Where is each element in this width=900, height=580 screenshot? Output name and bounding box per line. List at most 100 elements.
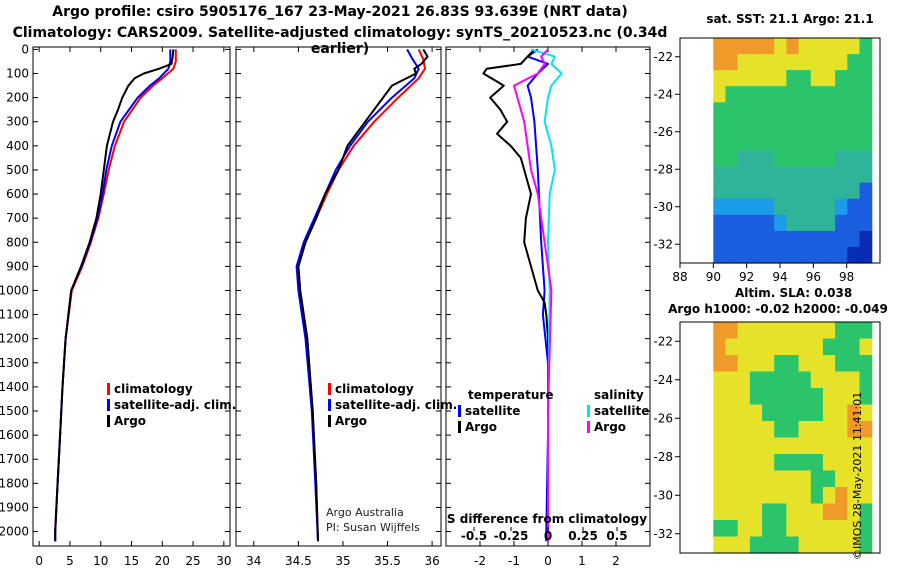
sla-map-cell: [810, 371, 824, 389]
sst-map-cell: [749, 86, 763, 103]
x-tick-label: 34: [246, 554, 261, 568]
sla-map-lat-label: -24: [653, 373, 673, 387]
sst-map-cell: [774, 182, 787, 200]
sla-map-cell: [859, 437, 873, 455]
sla-map-cell: [737, 421, 751, 439]
sst-map-cell: [798, 182, 812, 200]
sla-map-cell: [835, 338, 848, 356]
series-line-argo: [297, 48, 429, 542]
sst-map-cell: [822, 102, 836, 119]
sla-map-cell: [737, 322, 751, 340]
sla-map-cell: [725, 388, 739, 406]
sst-map-cell: [810, 198, 824, 216]
sla-map-cell: [713, 371, 727, 389]
sla-map-cell: [786, 404, 800, 422]
sla-map-cell: [798, 388, 812, 406]
sla-map-cell: [786, 536, 800, 554]
sst-map-cell: [786, 198, 800, 216]
sst-map-cell: [737, 118, 751, 136]
sla-map-cell: [847, 421, 861, 439]
sla-map-cell: [822, 487, 836, 505]
sst-map-cell: [713, 70, 727, 87]
sla-map-cell: [762, 421, 775, 439]
sla-map-cell: [725, 322, 739, 340]
sla-map-cell: [810, 421, 824, 439]
sla-map-cell: [774, 404, 787, 422]
y-tick-label: 1100: [0, 308, 29, 322]
sst-map-cell: [713, 150, 727, 168]
sla-map-cell: [713, 388, 727, 406]
sst-map-cell: [822, 198, 836, 216]
x-tick-label: -1: [508, 554, 520, 568]
sst-map-cell: [859, 166, 873, 184]
sst-map-cell: [713, 86, 727, 103]
sst-map-cell: [810, 86, 824, 103]
sst-map-cell: [859, 198, 873, 216]
sla-map-cell: [798, 536, 812, 554]
sst-map-cell: [859, 118, 873, 136]
sst-map-cell: [737, 246, 751, 264]
sst-map-cell: [762, 166, 775, 184]
sst-map-cell: [810, 246, 824, 264]
x-tick-label: 25: [185, 554, 200, 568]
series-line-climatology: [297, 48, 426, 542]
sla-map-lat-label: -32: [653, 527, 673, 541]
sla-map-cell: [810, 470, 824, 488]
sst-map-cell: [847, 70, 861, 87]
sla-map-cell: [749, 371, 763, 389]
panel-frame-salinity-profile: [235, 46, 442, 547]
sla-map-cell: [786, 503, 800, 521]
sst-map-cell: [847, 150, 861, 168]
sst-map-cell: [835, 246, 848, 264]
sla-map-cell: [822, 404, 836, 422]
sla-map-cell: [749, 487, 763, 505]
sla-map-cell: [835, 421, 848, 439]
sst-map-cell: [810, 182, 824, 200]
legend-swatch-black: [328, 415, 331, 427]
sla-map-cell: [798, 355, 812, 373]
sst-map-cell: [786, 214, 800, 232]
sst-map-cell: [786, 54, 800, 71]
y-tick-label: 1500: [0, 404, 29, 418]
sla-map-cell: [835, 487, 848, 505]
sst-map-cell: [737, 54, 751, 71]
sst-map-title: sat. SST: 21.1 Argo: 21.1: [706, 12, 873, 26]
sla-map-cell: [762, 371, 775, 389]
y-tick-label: 1800: [0, 476, 29, 490]
sst-map-cell: [847, 102, 861, 119]
sst-map-cell: [810, 54, 824, 71]
sla-map-cell: [725, 470, 739, 488]
sst-map-cell: [749, 38, 763, 55]
sst-map-cell: [737, 86, 751, 103]
sst-map-cell: [774, 54, 787, 71]
x-tick-label: 15: [124, 554, 139, 568]
sst-map-cell: [835, 230, 848, 248]
sst-map-cell: [810, 102, 824, 119]
sst-map-cell: [786, 246, 800, 264]
sst-map-cell: [847, 54, 861, 71]
sst-map-cell: [810, 166, 824, 184]
y-tick-label: 600: [6, 187, 29, 201]
legend-label: climatology: [335, 382, 414, 396]
sla-map-cell: [749, 536, 763, 554]
sla-map-cell: [859, 322, 873, 340]
x-tick-label: 0: [35, 554, 43, 568]
sst-map-cell: [798, 166, 812, 184]
sla-map-cell: [847, 404, 861, 422]
sla-map-cell: [713, 536, 727, 554]
sst-map-cell: [749, 70, 763, 87]
sst-map-cell: [725, 230, 739, 248]
sst-map-cell: [749, 54, 763, 71]
sst-map-cell: [737, 182, 751, 200]
sst-map-lon-label: 88: [672, 270, 687, 284]
legend-swatch-blue: [328, 399, 331, 411]
sla-map-cell: [847, 454, 861, 472]
sla-map-cell: [774, 487, 787, 505]
sla-map-cell: [713, 421, 727, 439]
salinity-axis-tick-label: 0.25: [568, 529, 598, 543]
sst-map-cell: [847, 214, 861, 232]
sla-map-cell: [810, 404, 824, 422]
sla-map-cell: [847, 520, 861, 538]
salinity-axis-title: S difference from climatology: [447, 512, 647, 526]
sst-map-cell: [835, 182, 848, 200]
